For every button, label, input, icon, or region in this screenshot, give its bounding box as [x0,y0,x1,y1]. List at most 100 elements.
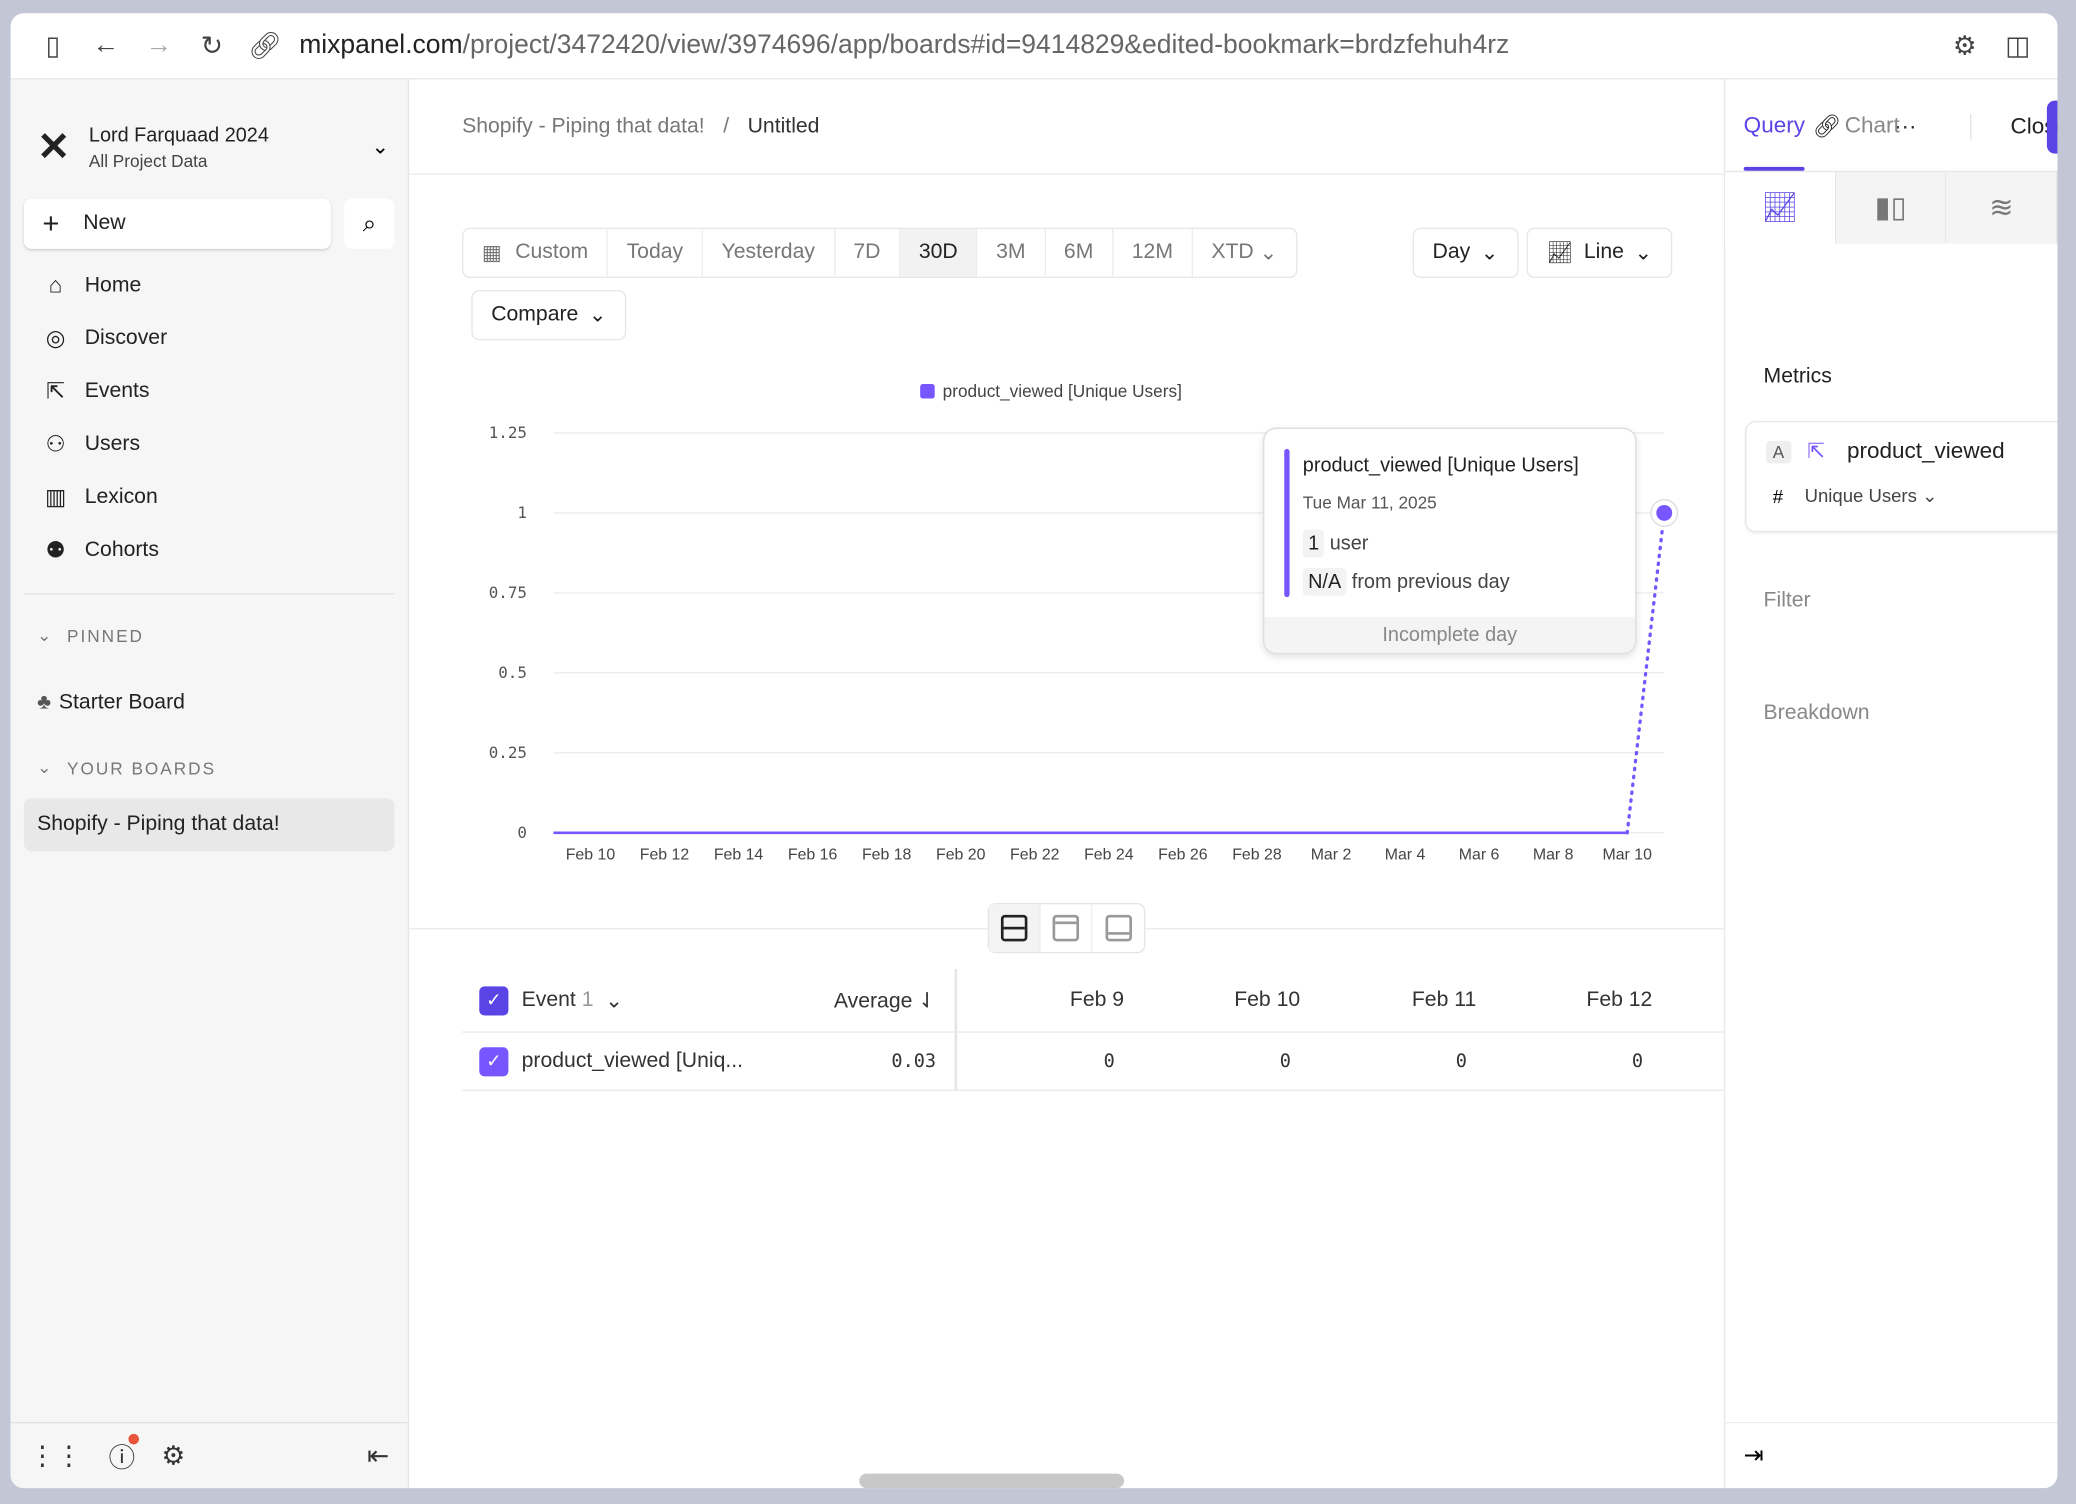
chart-type-value: Line [1583,240,1624,264]
breakdown-heading[interactable]: Breakdown [1763,701,1870,725]
funnels-report-tab[interactable]: ▮▯ [1835,172,1947,244]
cohorts-icon: ⚉ [45,537,66,563]
filter-heading[interactable]: Filter [1763,589,1811,612]
sidebar-item-events[interactable]: ⇱ Events [24,365,395,418]
sidebar-item-home[interactable]: ⌂ Home [24,260,395,313]
date-option-6m[interactable]: 6M [1045,229,1114,277]
average-label: Average [833,989,913,1013]
board-label: Starter Board [58,691,185,714]
tooltip-change: N/A [1302,567,1347,596]
pinned-section-toggle[interactable]: ⌄ PINNED [37,624,144,646]
layout-split-button[interactable] [989,904,1041,952]
date-option-yesterday[interactable]: Yesterday [703,229,835,277]
pinned-board-starter[interactable]: ♣ Starter Board [11,677,408,730]
search-button[interactable]: ⌕ [344,198,395,249]
apps-grid-icon[interactable]: ⋮⋮ [29,1441,83,1471]
x-tick-label: Feb 20 [936,846,986,863]
layout-table-button[interactable] [1092,904,1144,952]
table-header-row: ✓ Event 1 ⌄ Average ⇃ Feb 9 Feb 10 Feb 1… [462,969,1724,1033]
select-all-checkbox[interactable]: ✓ [479,985,509,1015]
compare-dropdown[interactable]: Compare ⌄ [471,289,627,341]
date-option-7d[interactable]: 7D [835,229,901,277]
date-option-12m[interactable]: 12M [1113,229,1193,277]
tab-query[interactable]: Query [1743,111,1806,171]
collapse-sidebar-icon[interactable]: ⇤ [367,1441,390,1471]
chevron-down-icon: ⌄ [371,136,390,159]
date-option-3m[interactable]: 3M [978,229,1046,277]
row-event-name[interactable]: product_viewed [Uniq... [521,1049,744,1072]
more-options-icon[interactable]: ··· [1894,113,1917,140]
chevron-down-icon[interactable]: ⌄ [605,989,624,1013]
line-chart-icon: 📈︎ [1546,242,1574,265]
tooltip-series-bar [1284,448,1290,598]
cursor-click-icon: ⇱ [46,378,66,404]
date-option-30d[interactable]: 30D [900,229,978,277]
average-column-header[interactable]: Average ⇃ [780,987,936,1013]
tooltip-date: Tue Mar 11, 2025 [1302,492,1437,513]
expand-panel-icon[interactable]: ⇥ [1725,1421,2058,1488]
interval-dropdown[interactable]: Day ⌄ [1412,227,1519,279]
date-option-custom[interactable]: ▦ Custom [463,229,609,277]
sidebar-item-users[interactable]: ⚇ Users [24,418,395,471]
insights-icon: 📈︎ [1761,190,1799,224]
chevron-down-icon: ⌄ [1634,242,1653,265]
date-column-header: Feb 12 [1586,988,1653,1011]
board-shopify[interactable]: Shopify - Piping that data! [23,798,395,852]
y-tick-label: 1 [517,503,527,522]
sidebar-item-cohorts[interactable]: ⚉ Cohorts [24,524,395,577]
breadcrumb-parent[interactable]: Shopify - Piping that data! [462,114,705,138]
chart-legend[interactable]: product_viewed [Unique Users] [920,381,1182,401]
sidebar-item-lexicon[interactable]: ▥ Lexicon [24,471,395,524]
layout-chart-button[interactable] [1041,904,1093,952]
date-option-xtd[interactable]: XTD ⌄ [1211,240,1278,265]
sprout-icon: ♣ [37,691,51,714]
copy-link-icon[interactable]: 🔗︎ [1812,113,1842,140]
legend-label: product_viewed [Unique Users] [942,381,1182,402]
reload-icon[interactable]: ↻ [200,31,223,61]
horizontal-scrollbar[interactable] [859,1473,1125,1489]
sidebar-item-discover[interactable]: ◎ Discover [24,312,395,365]
sidebar-item-label: Discover [84,327,168,350]
url-path: /project/3472420/view/3974696/app/boards… [462,30,1510,60]
pinned-label: PINNED [67,625,144,646]
event-cursor-icon: ⇱ [1807,440,1825,464]
settings-icon[interactable]: ⚙ [161,1441,186,1471]
tooltip-value: 1 [1302,529,1325,558]
forward-icon[interactable]: → [145,30,173,60]
new-button[interactable]: + New [23,198,331,249]
date-range-toolbar: ▦ Custom Today Yesterday 7D 30D 3M 6M 12M… [462,227,1298,279]
table-layout-icon [1104,914,1132,942]
save-button-edge[interactable] [2046,100,2058,154]
chevron-down-icon: ⌄ [1480,242,1499,265]
sidebar-item-label: Lexicon [84,485,158,509]
retention-report-tab[interactable]: ≋ [1946,172,2058,244]
tab-chart[interactable]: Chart [1844,111,1900,138]
split-view-icon[interactable]: ◫ [2005,31,2031,61]
metric-card[interactable]: A ⇱ product_viewed # Unique Users ⌄ [1745,421,2058,533]
y-tick-label: 0.5 [498,663,527,682]
help-icon[interactable]: ⓘ [109,1433,140,1475]
book-icon: ▥ [44,484,67,510]
x-tick-label: Mar 6 [1459,846,1500,863]
compass-icon: ◎ [45,325,66,351]
tune-icon[interactable]: ⚙ [1952,31,1977,61]
your-boards-section-toggle[interactable]: ⌄ YOUR BOARDS [37,757,217,778]
breadcrumb-current[interactable]: Untitled [747,114,820,138]
funnel-bars-icon: ▮▯ [1874,190,1907,224]
event-column-header[interactable]: Event [521,988,576,1011]
chart-type-dropdown[interactable]: 📈︎ Line ⌄ [1526,227,1673,279]
y-tick-label: 1.25 [489,423,527,442]
sidebar-footer: ⋮⋮ ⓘ ⚙ ⇤ [10,1421,408,1488]
sidebar-item-label: Home [84,274,142,297]
insights-report-tab[interactable]: 📈︎ [1725,172,1836,244]
metric-event-name[interactable]: product_viewed [1846,438,2005,464]
sort-icon: ⇃ [918,989,937,1013]
url-bar[interactable]: mixpanel.com/project/3472420/view/397469… [299,30,1938,60]
back-icon[interactable]: ← [92,30,120,60]
measure-dropdown[interactable]: Unique Users ⌄ [1804,484,1938,506]
row-checkbox[interactable]: ✓ [479,1046,509,1076]
project-switcher[interactable]: ✕ Lord Farquaad 2024 All Project Data ⌄ [11,79,408,185]
compare-label: Compare [491,303,579,326]
sidebar-toggle-icon[interactable]: ▯ [45,31,61,61]
date-option-today[interactable]: Today [608,229,703,277]
